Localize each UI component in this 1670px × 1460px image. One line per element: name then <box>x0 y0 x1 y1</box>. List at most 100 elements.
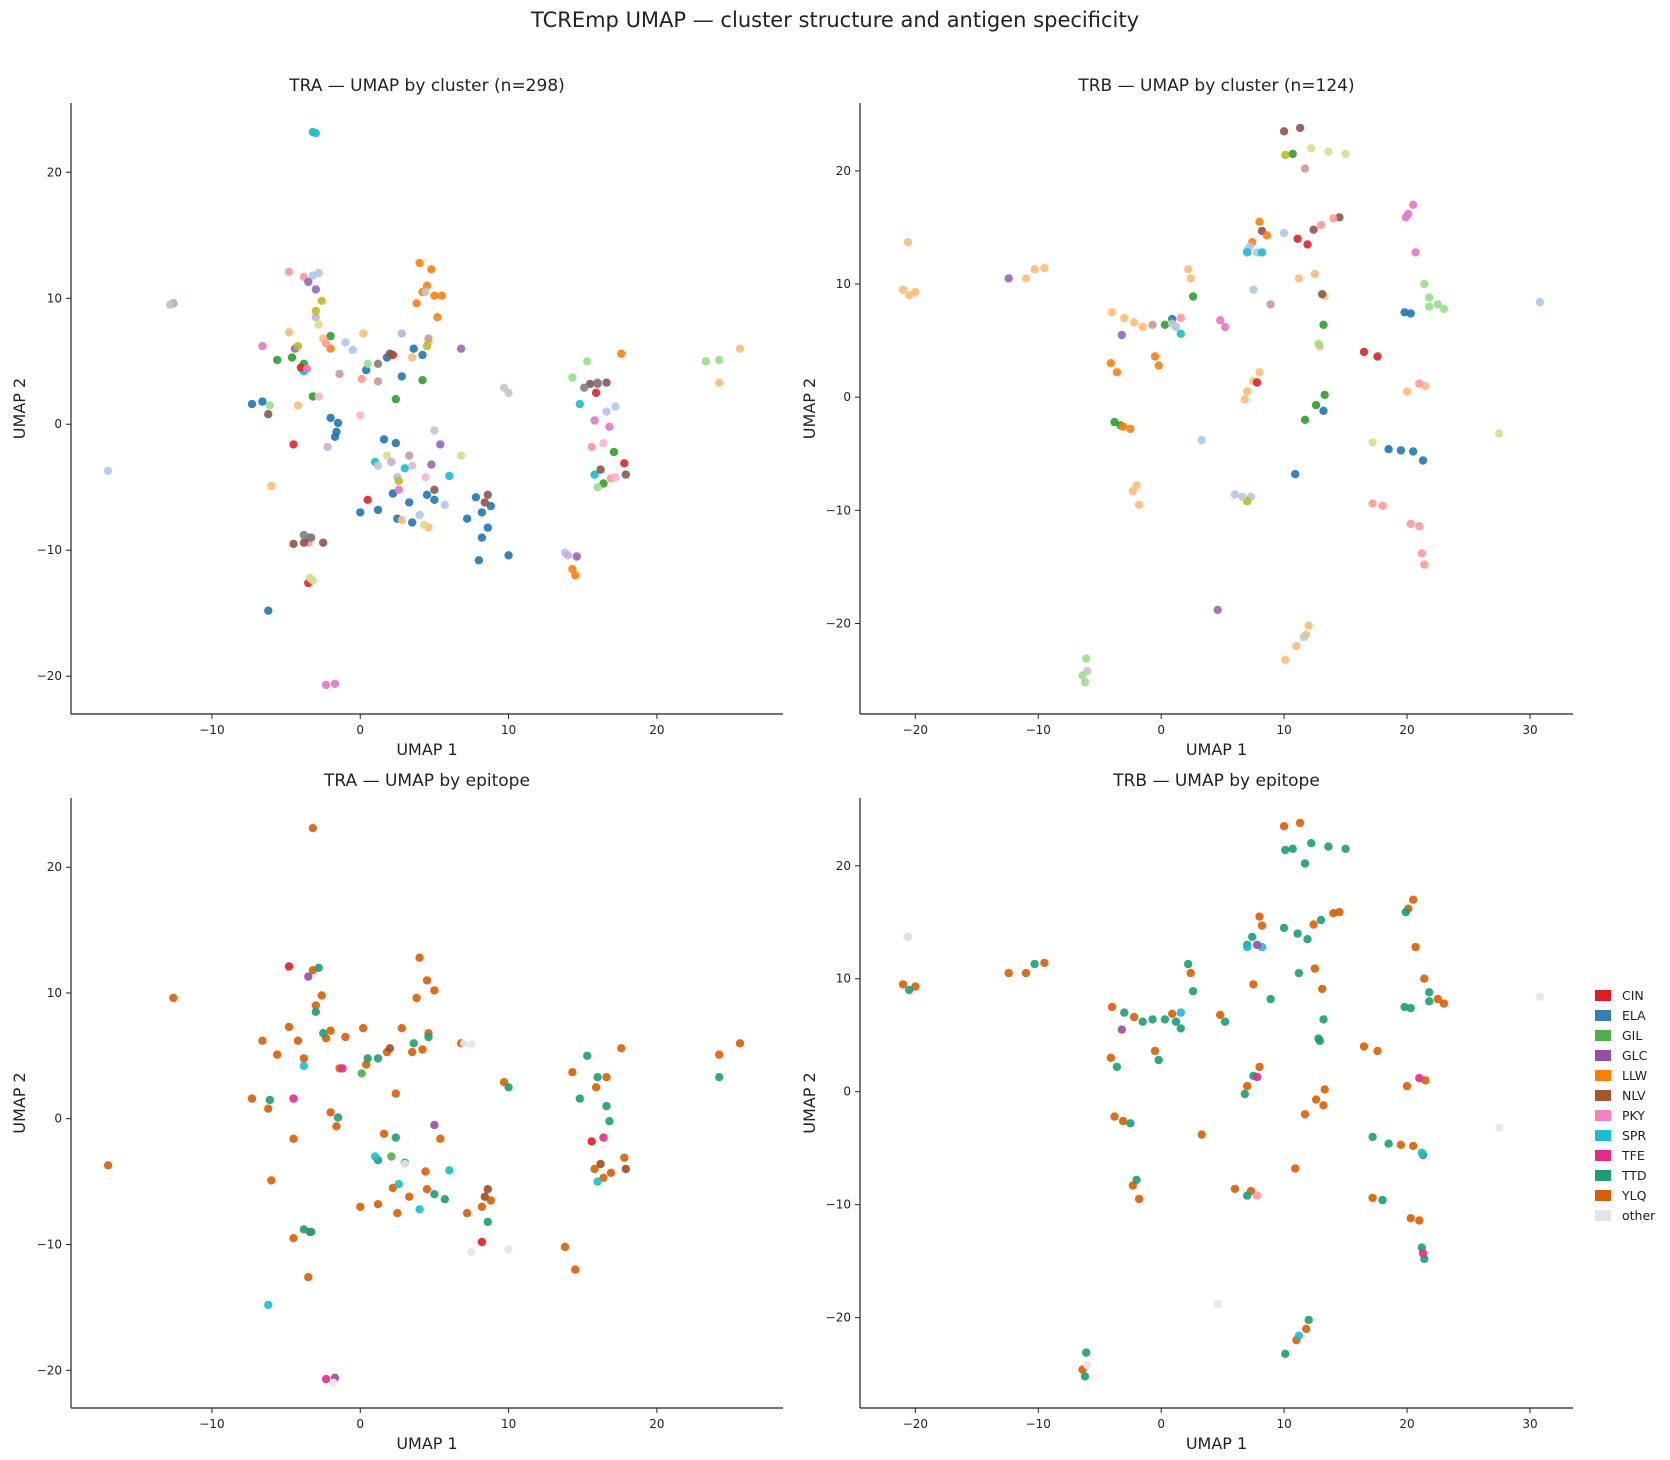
legend-label: TFE <box>1622 1147 1645 1163</box>
data-point <box>1176 1008 1186 1017</box>
data-point <box>408 518 417 527</box>
data-point <box>456 344 466 353</box>
data-point <box>1320 390 1329 400</box>
data-point <box>480 1192 489 1201</box>
data-point <box>486 501 495 511</box>
data-point <box>415 510 424 520</box>
data-point <box>373 1200 383 1209</box>
data-point <box>1401 213 1411 222</box>
data-point <box>1168 319 1177 328</box>
data-point <box>1243 387 1252 396</box>
data-point <box>317 296 326 305</box>
data-point <box>332 1122 341 1131</box>
data-point <box>1291 1164 1300 1173</box>
data-point <box>599 1133 608 1142</box>
data-point <box>605 1117 614 1126</box>
data-point <box>1004 274 1013 283</box>
y-tick-label: 0 <box>843 390 851 404</box>
data-point <box>1420 279 1429 289</box>
data-point <box>314 963 323 972</box>
data-point <box>1396 1140 1406 1150</box>
data-point <box>596 1159 605 1169</box>
legend-label: other <box>1622 1207 1656 1223</box>
data-point <box>1300 859 1310 868</box>
data-point <box>1107 1002 1117 1012</box>
data-point <box>1220 322 1230 332</box>
data-point <box>1415 379 1424 388</box>
data-point <box>903 238 913 247</box>
data-point <box>1213 1299 1222 1309</box>
data-point <box>397 515 406 525</box>
data-point <box>1138 322 1147 332</box>
data-point <box>898 285 908 294</box>
data-point <box>405 451 414 460</box>
data-point <box>1257 248 1267 257</box>
data-point <box>265 401 274 410</box>
data-point <box>427 460 436 469</box>
data-point <box>408 353 417 362</box>
data-point <box>321 339 331 348</box>
data-point <box>1319 320 1328 329</box>
data-point <box>314 320 323 329</box>
data-point <box>430 291 439 300</box>
data-point <box>1293 234 1302 243</box>
data-point <box>617 1044 626 1053</box>
data-point <box>1230 1184 1240 1194</box>
data-point <box>1004 968 1013 978</box>
data-point <box>326 1108 335 1117</box>
data-point <box>568 1068 577 1077</box>
data-point <box>308 576 317 585</box>
data-point <box>621 470 630 479</box>
data-point <box>293 1036 303 1045</box>
data-point <box>1307 839 1316 848</box>
data-point <box>583 357 592 366</box>
legend-swatch <box>1595 1109 1611 1121</box>
data-point <box>304 277 313 287</box>
x-tick-label: −10 <box>199 723 224 737</box>
x-tick-label: −20 <box>903 1417 928 1431</box>
data-point <box>1040 958 1049 968</box>
data-point <box>397 329 406 338</box>
data-point <box>299 530 309 540</box>
y-tick-label: 10 <box>47 291 62 305</box>
data-point <box>311 1007 320 1016</box>
data-point <box>1134 1194 1144 1204</box>
data-point <box>1197 1130 1206 1139</box>
data-point <box>1314 339 1323 349</box>
legend-item: ELA <box>1595 1005 1655 1025</box>
y-tick-label: 10 <box>836 972 851 986</box>
data-point <box>1186 968 1195 978</box>
data-point <box>1132 1175 1141 1185</box>
data-point <box>311 313 320 322</box>
data-point <box>400 464 409 473</box>
legend-swatch <box>1595 1209 1611 1221</box>
data-point <box>418 1045 427 1054</box>
data-point <box>1384 445 1393 454</box>
data-point <box>1316 915 1326 925</box>
data-point <box>1411 248 1420 257</box>
subplot-title: TRA — UMAP by cluster (n=298) <box>288 76 565 96</box>
data-point <box>1359 347 1369 357</box>
data-point <box>1311 1095 1321 1104</box>
data-point <box>1082 654 1091 663</box>
data-point <box>1230 490 1240 499</box>
data-point <box>445 1166 454 1175</box>
y-tick-label: −20 <box>826 1311 851 1325</box>
data-point <box>341 338 350 347</box>
data-point <box>1368 499 1377 508</box>
data-point <box>602 378 611 387</box>
data-point <box>1299 632 1309 642</box>
data-point <box>421 473 430 482</box>
data-point <box>477 508 487 517</box>
y-tick-label: −10 <box>37 543 62 557</box>
data-point <box>1120 313 1129 323</box>
legend-swatch <box>1595 1029 1611 1041</box>
data-point <box>418 376 427 385</box>
data-point <box>422 490 432 499</box>
data-point <box>1082 1348 1091 1357</box>
data-point <box>474 556 484 565</box>
data-point <box>385 349 395 358</box>
data-point <box>1216 1010 1225 1020</box>
data-point <box>1252 1191 1262 1200</box>
data-point <box>418 350 427 360</box>
